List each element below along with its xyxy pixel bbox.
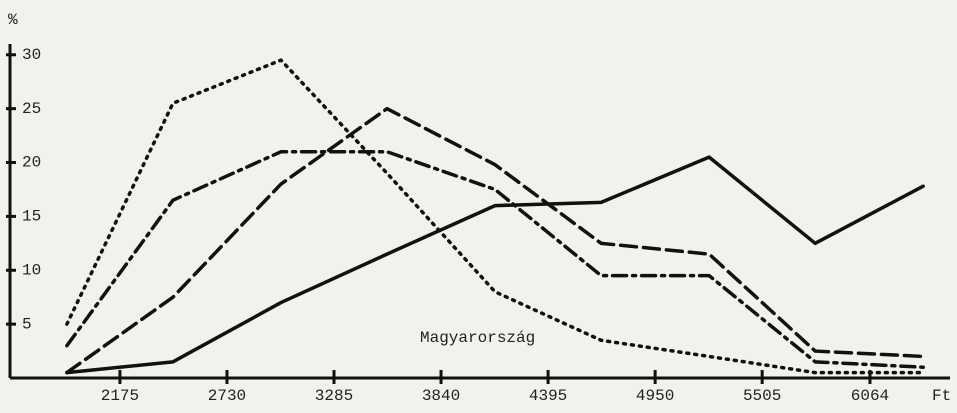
x-axis-label: Ft bbox=[932, 387, 951, 405]
series-line bbox=[65, 106, 925, 375]
x-tick-label: 4950 bbox=[636, 387, 674, 405]
annotation: Magyarország bbox=[420, 329, 535, 347]
y-tick-label: 15 bbox=[22, 208, 41, 226]
x-tick-label: 2175 bbox=[101, 387, 139, 405]
y-tick-label: 20 bbox=[22, 154, 41, 172]
y-axis-label: % bbox=[8, 11, 18, 29]
y-tick-label: 30 bbox=[22, 46, 41, 64]
y-tick-label: 25 bbox=[22, 100, 41, 118]
x-tick-label: 4395 bbox=[529, 387, 567, 405]
x-tick-label: 3840 bbox=[422, 387, 460, 405]
x-tick-label: 2730 bbox=[208, 387, 246, 405]
y-tick-label: 5 bbox=[22, 315, 32, 333]
x-tick-label: 3285 bbox=[315, 387, 353, 405]
series-line bbox=[65, 155, 925, 375]
x-tick-label: 6064 bbox=[851, 387, 889, 405]
series-line bbox=[65, 58, 925, 375]
x-tick-label: 5505 bbox=[743, 387, 781, 405]
series-line bbox=[65, 149, 925, 369]
y-tick-label: 10 bbox=[22, 261, 41, 279]
